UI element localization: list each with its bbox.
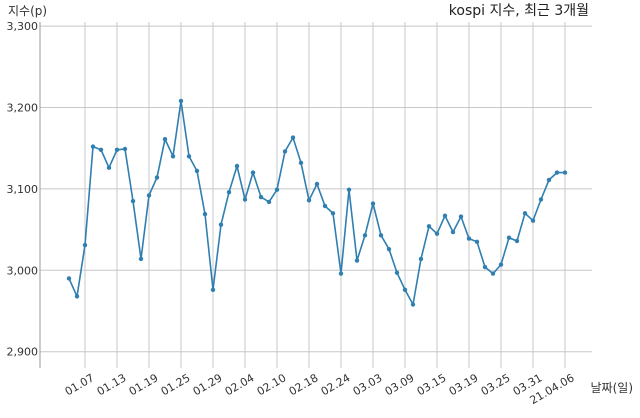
data-point	[466, 236, 472, 241]
grid-layer	[40, 22, 592, 368]
data-point	[474, 239, 480, 245]
x-tick-label: 01.19	[127, 371, 161, 398]
data-point	[218, 222, 224, 227]
data-point	[362, 233, 368, 238]
data-point	[154, 175, 160, 180]
data-point	[522, 211, 528, 216]
data-point	[258, 194, 264, 200]
data-point	[130, 198, 136, 204]
data-point	[442, 213, 448, 218]
data-point	[298, 160, 304, 166]
y-tick-label: 3,200	[7, 101, 39, 114]
data-point	[434, 231, 440, 236]
data-point	[330, 211, 336, 216]
x-tick-label: 03.25	[479, 371, 513, 398]
data-point	[562, 170, 568, 175]
data-point	[538, 197, 544, 202]
data-point	[194, 168, 200, 174]
data-point	[346, 187, 352, 192]
data-point	[530, 218, 536, 223]
chart-title: kospi 지수, 최근 3개월	[449, 3, 589, 19]
data-point	[114, 147, 120, 153]
y-tick-label: 3,300	[7, 20, 39, 33]
data-point	[146, 193, 152, 198]
data-point	[266, 199, 272, 205]
data-point	[314, 181, 320, 187]
x-tick-label: 03.15	[415, 371, 449, 398]
x-tick-label: 02.24	[319, 371, 353, 398]
data-point	[162, 137, 168, 142]
x-tick-label: 01.29	[191, 371, 225, 398]
data-point	[450, 229, 456, 235]
data-point	[306, 198, 312, 203]
data-point	[170, 154, 176, 159]
data-point	[178, 98, 184, 104]
data-point	[186, 154, 192, 159]
data-point	[378, 233, 384, 238]
data-point	[242, 197, 248, 202]
data-point	[98, 147, 104, 153]
y-tick-label: 2,900	[7, 346, 39, 359]
data-point	[410, 302, 416, 307]
x-tick-labels: 01.0701.1301.1901.2501.2902.0402.1002.18…	[63, 371, 577, 407]
data-point	[418, 256, 424, 262]
data-point	[322, 203, 328, 209]
data-point	[546, 177, 552, 183]
data-point	[234, 163, 240, 169]
x-tick-label: 03.09	[383, 371, 417, 398]
data-point	[514, 238, 520, 244]
data-point	[506, 235, 512, 240]
data-point	[250, 170, 256, 175]
data-point	[498, 262, 504, 267]
x-tick-label: 02.18	[287, 371, 321, 398]
data-point	[482, 264, 488, 270]
data-point	[122, 146, 128, 152]
series-layer	[66, 98, 568, 307]
data-point	[554, 170, 560, 175]
x-tick-label: 03.03	[351, 371, 385, 398]
x-tick-label: 02.04	[223, 371, 257, 398]
data-point	[106, 165, 112, 170]
data-point	[290, 135, 296, 140]
x-tick-label: 03.19	[447, 371, 481, 398]
data-point	[210, 287, 216, 293]
data-point	[226, 189, 232, 195]
data-point	[66, 276, 72, 281]
y-tick-label: 3,100	[7, 183, 39, 196]
data-point	[354, 258, 360, 263]
data-point	[282, 149, 288, 154]
data-point	[426, 224, 432, 229]
y-tick-label: 3,000	[7, 264, 39, 277]
data-point	[274, 187, 280, 192]
data-point	[386, 246, 392, 252]
data-point	[202, 211, 208, 217]
data-point	[74, 294, 80, 299]
data-point	[338, 271, 344, 276]
data-point	[490, 271, 496, 276]
data-point	[370, 201, 376, 206]
data-point	[394, 270, 400, 275]
data-point	[90, 144, 96, 149]
x-tick-label: 01.07	[63, 371, 97, 398]
data-point	[138, 256, 144, 262]
y-tick-labels: 2,900 3,000 3,100 3,200 3,300	[7, 20, 39, 359]
x-axis-label: 날짜(일)	[591, 381, 633, 395]
series-line	[68, 100, 565, 307]
data-point	[458, 214, 464, 219]
y-axis-label: 지수(p)	[8, 4, 47, 18]
x-tick-label: 01.25	[159, 371, 193, 398]
x-tick-label: 01.13	[95, 371, 129, 398]
x-tick-label: 02.10	[255, 371, 289, 398]
data-point	[82, 242, 88, 248]
data-point	[402, 287, 408, 293]
